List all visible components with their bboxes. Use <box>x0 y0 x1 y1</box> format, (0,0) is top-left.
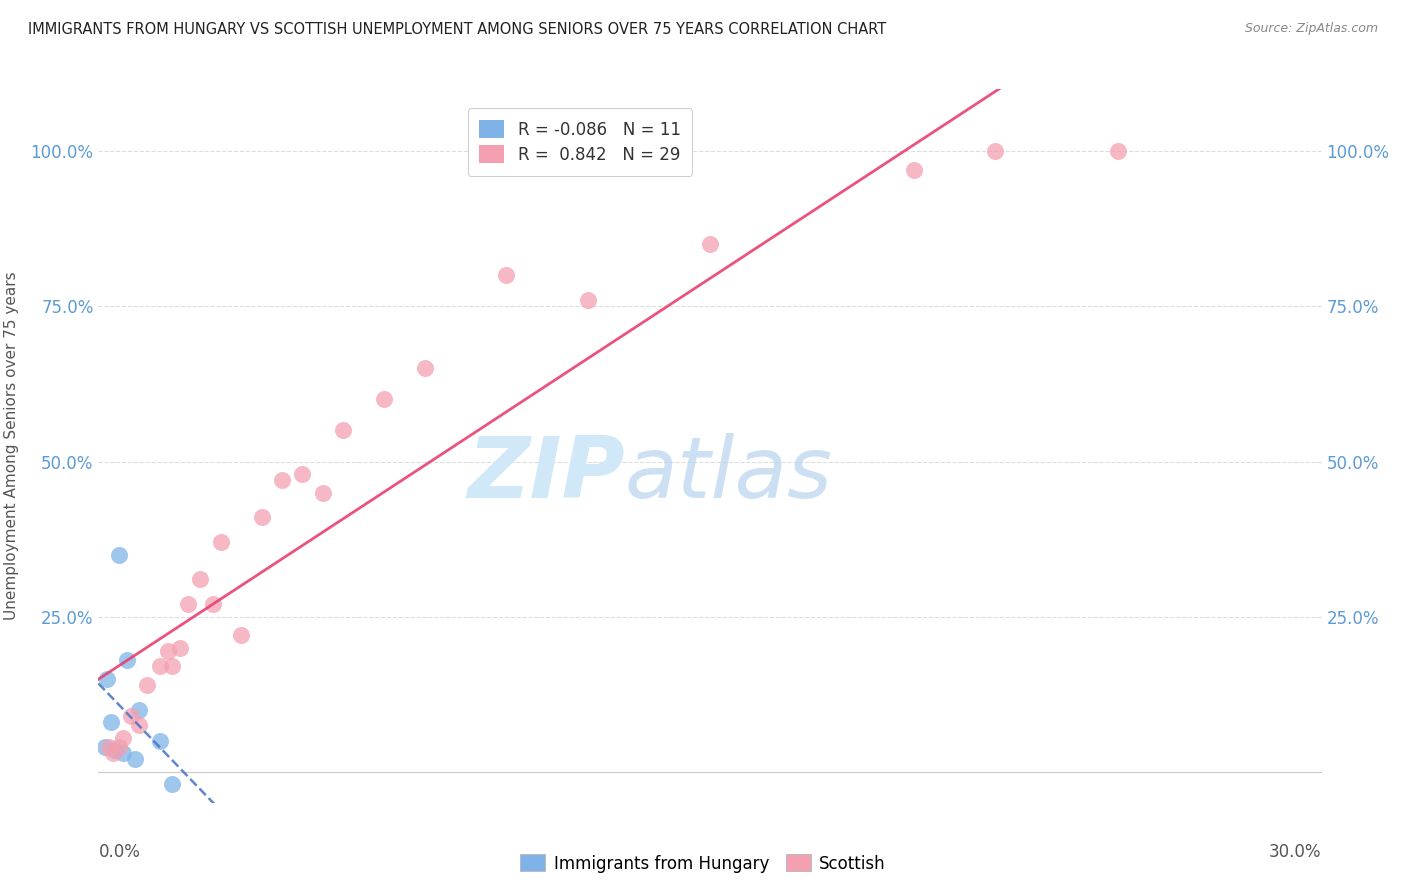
Point <box>120 709 142 723</box>
Point <box>128 718 150 732</box>
Point <box>332 424 354 438</box>
Point <box>699 237 721 252</box>
Point <box>108 739 131 754</box>
Point <box>115 653 138 667</box>
Point <box>136 678 159 692</box>
Point <box>111 731 134 745</box>
Point <box>156 644 179 658</box>
Point <box>100 715 122 730</box>
Text: atlas: atlas <box>624 433 832 516</box>
Point <box>128 703 150 717</box>
Point <box>984 145 1007 159</box>
Point <box>177 597 200 611</box>
Point <box>111 746 134 760</box>
Point <box>149 659 172 673</box>
Point <box>201 597 224 611</box>
Point <box>160 659 183 673</box>
Point <box>373 392 395 407</box>
Point <box>97 739 120 754</box>
Y-axis label: Unemployment Among Seniors over 75 years: Unemployment Among Seniors over 75 years <box>4 272 20 620</box>
Point <box>188 573 212 587</box>
Text: ZIP: ZIP <box>467 433 624 516</box>
Point <box>1107 145 1129 159</box>
Legend: Immigrants from Hungary, Scottish: Immigrants from Hungary, Scottish <box>513 847 893 880</box>
Point <box>231 628 253 642</box>
Text: Source: ZipAtlas.com: Source: ZipAtlas.com <box>1244 22 1378 36</box>
Legend: R = -0.086   N = 11, R =  0.842   N = 29: R = -0.086 N = 11, R = 0.842 N = 29 <box>468 108 692 176</box>
Text: IMMIGRANTS FROM HUNGARY VS SCOTTISH UNEMPLOYMENT AMONG SENIORS OVER 75 YEARS COR: IMMIGRANTS FROM HUNGARY VS SCOTTISH UNEM… <box>28 22 886 37</box>
Point <box>312 485 335 500</box>
Point <box>495 268 517 283</box>
Point <box>96 672 118 686</box>
Point <box>270 473 294 487</box>
Point <box>104 743 127 757</box>
Point <box>108 548 131 562</box>
Point <box>169 640 191 655</box>
Point <box>903 162 925 177</box>
Point <box>160 777 183 791</box>
Point <box>413 361 436 376</box>
Point <box>250 510 273 524</box>
Point <box>101 746 124 760</box>
Text: 0.0%: 0.0% <box>98 843 141 861</box>
Point <box>124 752 146 766</box>
Point <box>576 293 599 308</box>
Text: 30.0%: 30.0% <box>1270 843 1322 861</box>
Point <box>291 467 314 481</box>
Point <box>209 535 232 549</box>
Point <box>149 733 172 747</box>
Point <box>93 739 115 754</box>
